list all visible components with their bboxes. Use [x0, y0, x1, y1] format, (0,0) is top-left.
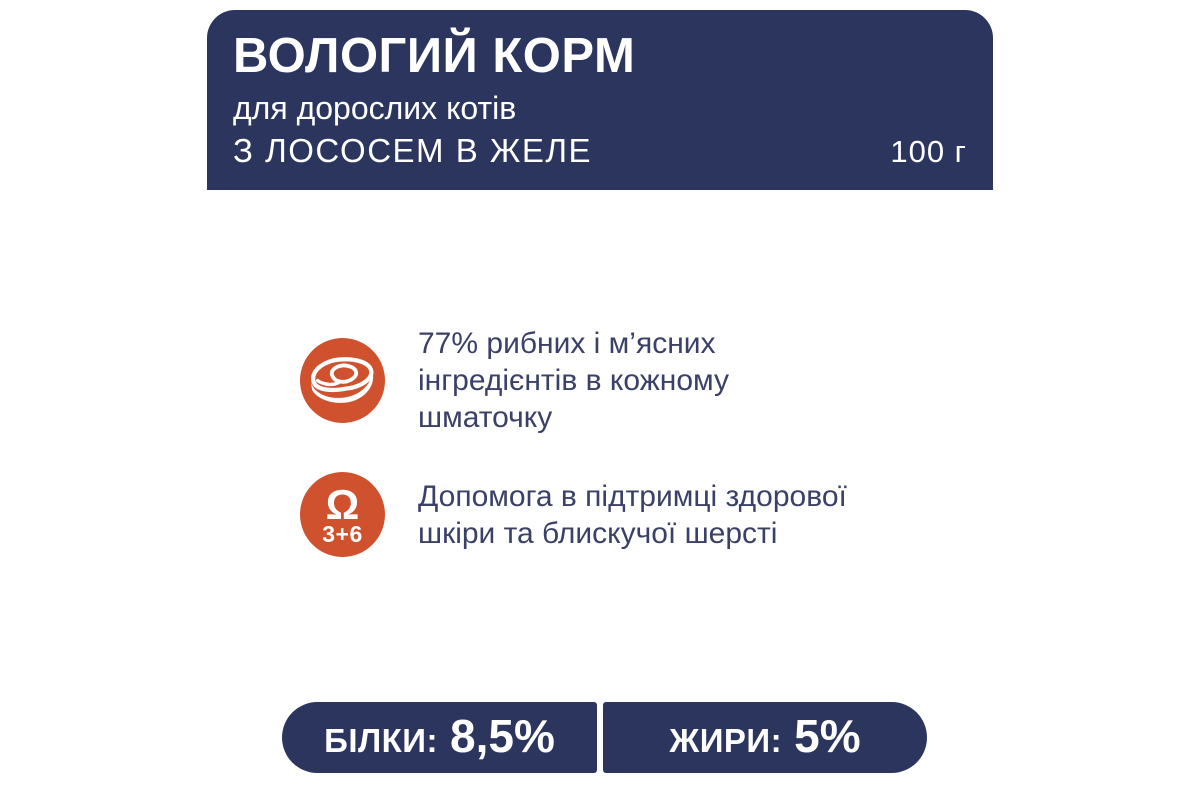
product-audience: для дорослих котів	[233, 89, 517, 126]
omega-symbol: Ω	[325, 480, 360, 528]
protein-label: БІЛКИ:	[324, 721, 439, 759]
header-panel: ВОЛОГИЙ КОРМ для дорослих котів З ЛОСОСЕ…	[207, 10, 993, 190]
omega-3-6-label: 3+6	[322, 521, 363, 548]
fat-label: ЖИРИ:	[669, 721, 783, 759]
meat-steak-icon	[300, 338, 385, 423]
feature-row-omega: Ω 3+6 Допомога в підтримці здорової шкір…	[300, 472, 923, 557]
variant-row: З ЛОСОСЕМ В ЖЕЛЕ 100 г	[233, 132, 967, 170]
feature-row-meat-content: 77% рибних і м’ясних інгредієнтів в кожн…	[300, 325, 818, 436]
fat-value: 5%	[794, 709, 861, 762]
fat-text: ЖИРИ: 5%	[669, 709, 860, 763]
product-flavor: З ЛОСОСЕМ В ЖЕЛЕ	[233, 132, 593, 170]
feature-text-omega: Допомога в підтримці здорової шкіри та б…	[418, 479, 847, 550]
protein-pill: БІЛКИ: 8,5%	[282, 702, 597, 773]
protein-text: БІЛКИ: 8,5%	[324, 709, 555, 763]
protein-value: 8,5%	[450, 709, 555, 762]
fat-pill: ЖИРИ: 5%	[603, 702, 927, 773]
omega-3-6-icon: Ω 3+6	[300, 472, 385, 557]
feature-text-meat: 77% рибних і м’ясних інгредієнтів в кожн…	[418, 327, 729, 434]
product-type-title: ВОЛОГИЙ КОРМ	[233, 29, 636, 83]
net-weight: 100 г	[890, 134, 967, 170]
